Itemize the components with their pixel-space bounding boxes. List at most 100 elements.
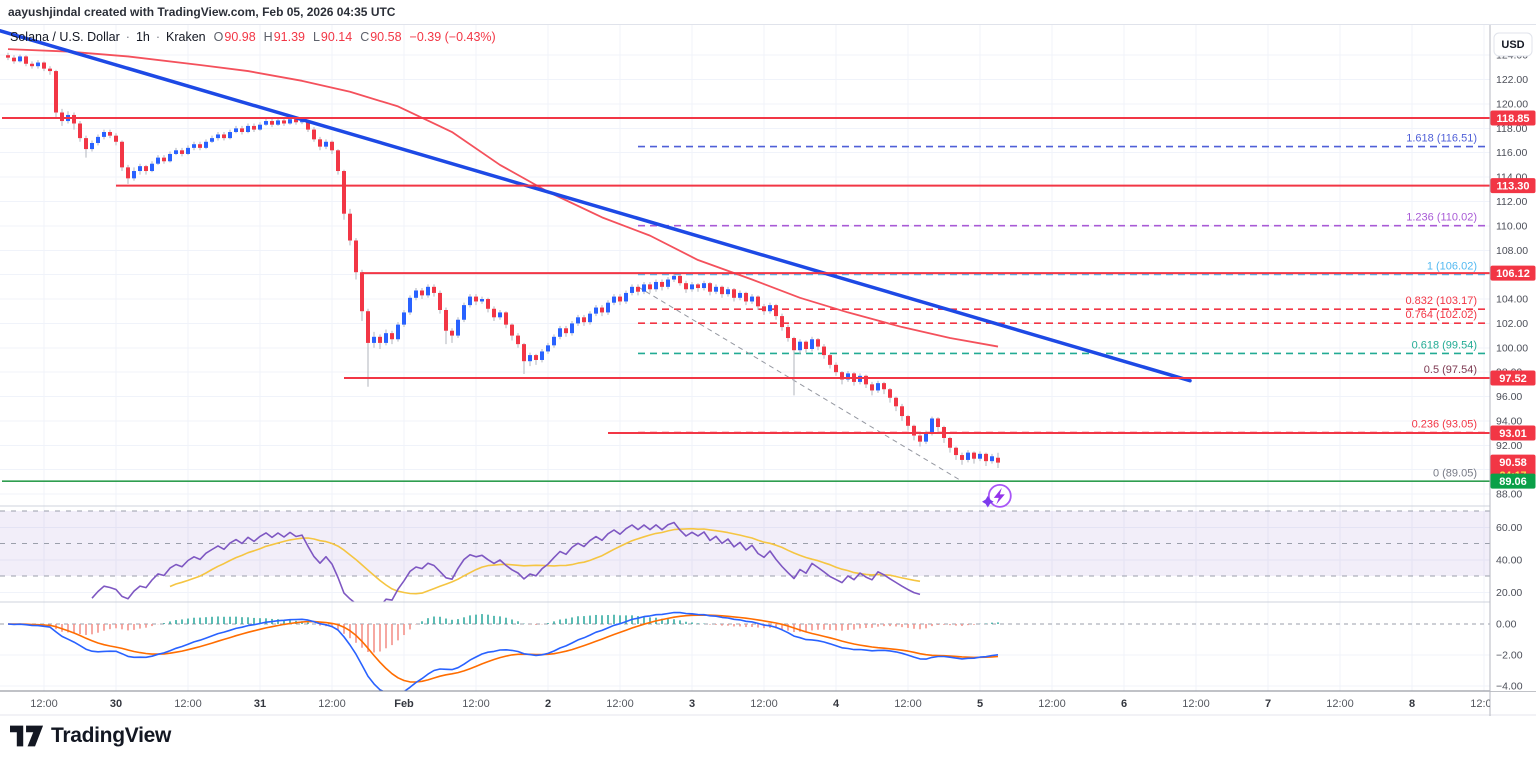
time-tick-label: 5: [977, 698, 983, 710]
candle-body: [780, 316, 784, 328]
price-tick-label: 118.00: [1496, 123, 1527, 135]
candle-body: [378, 336, 382, 343]
time-tick-label: 7: [1265, 698, 1271, 710]
candle-body: [522, 344, 526, 362]
price-axis-badge: 89.06: [1490, 473, 1536, 489]
candle-body: [384, 333, 388, 343]
chart-canvas[interactable]: 1.618 (116.51) 1.236 (110.02) 1 (106.02) 0.…: [0, 25, 1536, 716]
candle-body: [42, 62, 46, 69]
candle-body: [132, 171, 136, 179]
price-tick-label: 110.00: [1496, 220, 1527, 232]
time-tick-label: 12:00: [318, 698, 346, 710]
time-tick-label: 2: [545, 698, 551, 710]
candle-body: [420, 290, 424, 296]
time-axis[interactable]: 12:00 30 12:00 31 12:00 Feb 12:00 2 12:00 3 12:00 4…: [30, 698, 1498, 710]
rsi-tick-label: 40.00: [1496, 554, 1522, 566]
badge-box: [1490, 473, 1536, 489]
lightning-marker[interactable]: [982, 483, 1012, 508]
candle-body: [540, 351, 544, 360]
candle-body: [426, 286, 430, 296]
candle-body: [972, 452, 976, 459]
candle-body: [192, 144, 196, 148]
fib-level-label: 0.236 (93.05): [1412, 419, 1477, 431]
badge-box: [1490, 425, 1536, 441]
candle-body: [444, 309, 448, 331]
candle-body: [246, 125, 250, 133]
candle-body: [816, 339, 820, 347]
candle-body: [930, 418, 934, 434]
candle-body: [714, 286, 718, 292]
price-tick-label: 120.00: [1496, 98, 1528, 110]
time-tick-label: 12:00: [1326, 698, 1354, 710]
macd-pane[interactable]: [7, 611, 999, 695]
candle-body: [636, 286, 640, 292]
price-badge-label: 89.06: [1499, 476, 1527, 488]
price-badge-label: 90.58: [1499, 457, 1527, 469]
candle-body: [570, 323, 574, 334]
candle-body: [732, 289, 736, 298]
fib-level-label: 1.236 (110.02): [1406, 212, 1477, 224]
candle-body: [78, 123, 82, 139]
candle-body: [876, 383, 880, 391]
candle-body: [312, 129, 316, 140]
currency-button[interactable]: USD: [1493, 32, 1533, 57]
candle-body: [492, 308, 496, 318]
tradingview-logo[interactable]: TradingView: [10, 724, 171, 748]
candle-body: [924, 433, 928, 442]
candle-body: [966, 452, 970, 460]
candle-body: [804, 341, 808, 350]
rsi-band: [0, 511, 1490, 576]
candle-body: [432, 286, 436, 293]
price-tick-label: 116.00: [1496, 147, 1527, 159]
price-tick-label: 96.00: [1496, 391, 1522, 403]
candle-body: [264, 121, 268, 125]
price-axis-badge: 93.01: [1490, 425, 1536, 441]
candle-body: [198, 144, 202, 148]
price-badge-label: 118.85: [1496, 113, 1529, 125]
candle-body: [360, 272, 364, 312]
candle-body: [366, 311, 370, 343]
candle-body: [594, 307, 598, 314]
price-tick-label: 122.00: [1496, 74, 1528, 86]
candle-body: [30, 63, 34, 67]
candle-body: [600, 307, 604, 313]
candle-body: [564, 328, 568, 334]
time-tick-label: 12:00: [462, 698, 490, 710]
time-tick-label: 6: [1121, 698, 1127, 710]
candle-body: [408, 297, 412, 313]
candle-body: [258, 124, 262, 130]
candle-body: [588, 313, 592, 323]
candle-body: [516, 335, 520, 345]
currency-label: USD: [1501, 39, 1524, 51]
candle-body: [630, 286, 634, 293]
candle-body: [822, 346, 826, 356]
candle-body: [660, 281, 664, 287]
candle-body: [126, 167, 130, 179]
candle-body: [744, 292, 748, 302]
price-tick-label: 104.00: [1496, 294, 1528, 306]
candle-body: [252, 125, 256, 130]
candle-body: [318, 139, 322, 147]
rsi-tick-label: 20.00: [1496, 587, 1522, 599]
candle-body: [894, 397, 898, 407]
candle-body: [504, 312, 508, 325]
candle-body: [402, 312, 406, 325]
macd-signal-line: [7, 614, 999, 683]
currency-button-box: [1493, 32, 1533, 57]
main-pane[interactable]: 1.618 (116.51) 1.236 (110.02) 1 (106.02) 0.…: [0, 29, 1490, 483]
candles: [6, 52, 1000, 468]
candle-body: [354, 240, 358, 273]
price-badge-label: 97.52: [1499, 373, 1527, 385]
candle-body: [546, 345, 550, 352]
candle-body: [336, 150, 340, 172]
candle-body: [576, 317, 580, 324]
candle-body: [486, 299, 490, 309]
price-tick-label: 102.00: [1496, 318, 1528, 330]
rsi-pane[interactable]: [91, 521, 921, 611]
macd-line: [7, 611, 999, 691]
time-tick-label: 12:00: [1038, 698, 1066, 710]
time-tick-label: 8: [1409, 698, 1415, 710]
price-axis-bg: [1490, 25, 1536, 691]
candle-body: [6, 55, 10, 58]
fib-level-label: 0.618 (99.54): [1412, 339, 1477, 351]
